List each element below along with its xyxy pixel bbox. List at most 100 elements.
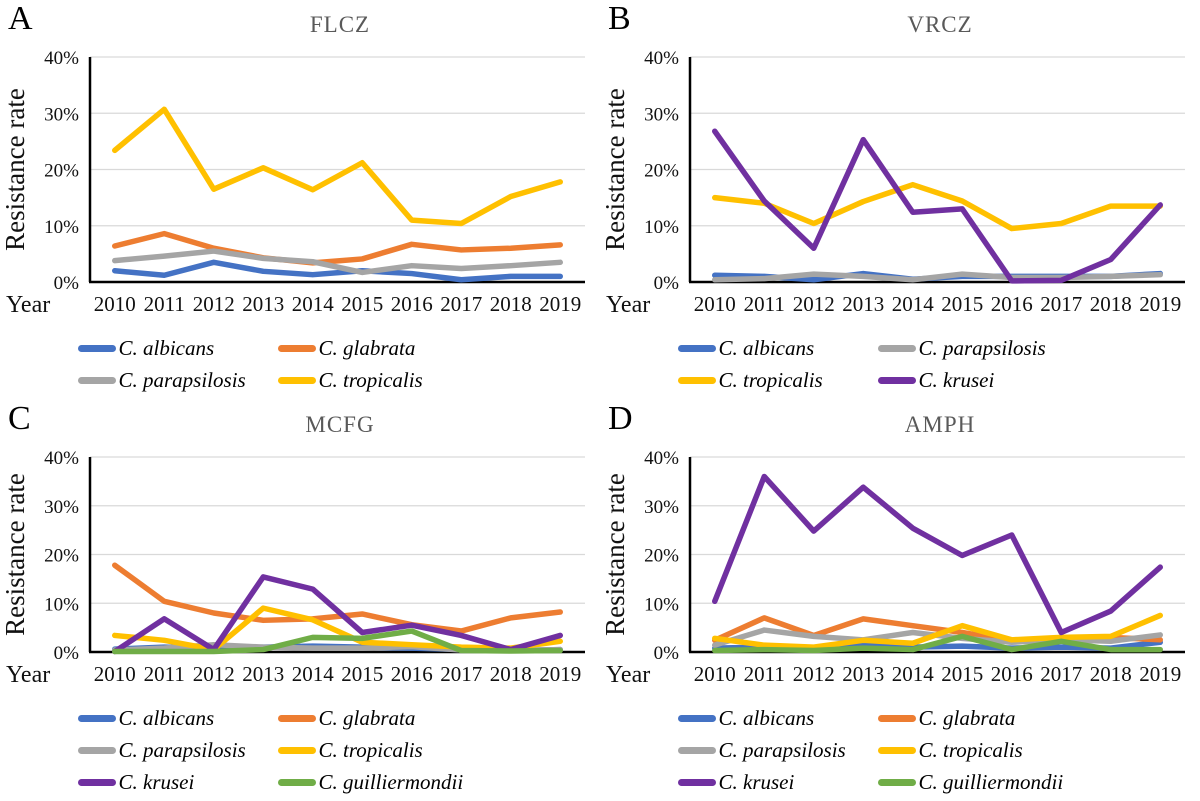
series-line-c-glabrata (112, 562, 563, 634)
legend-item: C. tropicalis (877, 737, 1123, 763)
panel-letter: B (608, 0, 631, 37)
x-tick-label: 2014 (292, 292, 335, 316)
series-line-c-tropicalis (712, 181, 1163, 232)
legend-label: C. glabrata (318, 335, 416, 360)
series-line-c-krusei (112, 574, 563, 655)
x-tick-label: 2017 (440, 662, 482, 686)
y-tick-label: 20% (644, 546, 679, 567)
y-tick-label: 10% (644, 217, 679, 238)
y-tick-label: 10% (644, 594, 679, 615)
panel-d-amph: D AMPH 0% 10% 20% 30% 40% 2010 2011 2012 2013 201… (600, 400, 1200, 801)
x-tick-label: 2010 (94, 662, 136, 686)
legend-line-swatch-icon (677, 344, 716, 352)
legend-label: C. albicans (118, 705, 215, 730)
legend-item: C. glabrata (277, 705, 523, 731)
series-line-c-tropicalis (712, 612, 1163, 650)
x-tick-label: 2012 (793, 292, 835, 316)
x-tick-label: 2010 (694, 292, 736, 316)
legend-line-swatch-icon (877, 376, 916, 384)
x-tick-label: 2012 (793, 662, 835, 686)
line-chart: 0% 10% 20% 30% 40% 2010 2011 2012 2013 2014 2015 20… (0, 48, 585, 318)
x-tick-label: 2012 (193, 292, 235, 316)
legend-line-swatch-icon (677, 778, 716, 786)
panel-letter: A (8, 0, 33, 37)
legend-line-swatch-icon (77, 344, 116, 352)
legend-label: C. guilliermondii (318, 769, 464, 794)
legend-label: C. parapsilosis (118, 737, 246, 762)
legend-label: C. parapsilosis (718, 737, 846, 762)
series-line-c-glabrata (112, 230, 563, 266)
line-chart: 0% 10% 20% 30% 40% 2010 2011 2012 2013 2014 2015 20… (600, 448, 1185, 688)
legend-label: C. parapsilosis (918, 335, 1046, 360)
legend-line-swatch-icon (77, 714, 116, 722)
chart-title: VRCZ (907, 12, 973, 37)
x-axis-title: Year (606, 292, 650, 318)
legend-line-swatch-icon (877, 778, 916, 786)
series-line-c-albicans (112, 259, 563, 283)
legend-label: C. albicans (118, 335, 215, 360)
legend-item: C. krusei (677, 769, 878, 795)
x-tick-label: 2015 (941, 292, 983, 316)
series-line-c-krusei (712, 473, 1163, 636)
legend-label: C. parapsilosis (118, 367, 246, 392)
y-tick-label: 0% (654, 643, 680, 664)
series-line-c-guilliermondii (712, 633, 1163, 654)
x-axis-title: Year (606, 662, 650, 688)
legend-item: C. parapsilosis (677, 737, 878, 763)
x-tick-label: 2016 (391, 292, 433, 316)
x-tick-label: 2013 (842, 292, 884, 316)
legend-label: C. glabrata (918, 705, 1016, 730)
legend-line-swatch-icon (877, 344, 916, 352)
series-line-c-tropicalis (112, 106, 563, 227)
x-tick-label: 2013 (842, 662, 884, 686)
legend-line-swatch-icon (277, 344, 316, 352)
x-tick-label: 2018 (490, 662, 532, 686)
legend-line-swatch-icon (677, 714, 716, 722)
legend-item: C. albicans (77, 705, 278, 731)
x-tick-label: 2011 (144, 662, 185, 686)
legend-line-swatch-icon (877, 746, 916, 754)
x-tick-label: 2015 (941, 662, 983, 686)
panel-b-vrcz: B VRCZ 0% 10% 20% 30% 40% 2010 2011 2012 2013 201… (600, 0, 1200, 400)
x-tick-label: 2014 (292, 662, 335, 686)
legend-item: C. albicans (677, 335, 878, 361)
chart-title: MCFG (305, 412, 375, 437)
y-tick-label: 10% (44, 594, 79, 615)
x-tick-label: 2016 (391, 662, 433, 686)
y-tick-label: 40% (644, 448, 679, 469)
x-tick-label: 2011 (744, 292, 785, 316)
x-tick-label: 2012 (193, 662, 235, 686)
legend-item: C. parapsilosis (77, 737, 278, 763)
legend-item: C. tropicalis (277, 367, 523, 393)
y-tick-label: 30% (44, 104, 79, 125)
legend-label: C. krusei (118, 769, 195, 794)
legend-label: C. glabrata (318, 705, 416, 730)
x-tick-label: 2014 (892, 292, 935, 316)
x-tick-label: 2011 (744, 662, 785, 686)
x-tick-label: 2017 (440, 292, 482, 316)
panel-c-mcfg: C MCFG 0% 10% 20% 30% 40% 2010 2011 2012 2013 201… (0, 400, 600, 801)
legend-label: C. tropicalis (918, 737, 1023, 762)
y-tick-label: 20% (644, 161, 679, 182)
legend-label: C. tropicalis (318, 737, 423, 762)
legend-item: C. guilliermondii (277, 769, 523, 795)
y-tick-label: 20% (44, 546, 79, 567)
x-tick-label: 2019 (1139, 292, 1181, 316)
legend-item: C. tropicalis (277, 737, 523, 763)
x-tick-label: 2017 (1040, 292, 1082, 316)
y-tick-label: 40% (44, 48, 79, 69)
series-line-c-krusei (712, 128, 1163, 284)
y-axis-title: Resistance rate (600, 473, 630, 636)
series-line-c-tropicalis (112, 605, 563, 653)
y-tick-label: 40% (44, 448, 79, 469)
chart-legend: C. albicans C. glabrata C. parapsilosis C. … (600, 705, 1200, 795)
chart-title: AMPH (904, 412, 976, 437)
y-tick-label: 40% (644, 48, 679, 69)
legend-line-swatch-icon (277, 714, 316, 722)
legend-item: C. tropicalis (677, 367, 878, 393)
x-tick-label: 2010 (94, 292, 136, 316)
legend-label: C. guilliermondii (918, 769, 1064, 794)
x-tick-label: 2016 (991, 662, 1033, 686)
legend-item: C. krusei (877, 367, 1123, 393)
legend-label: C. tropicalis (718, 367, 823, 392)
